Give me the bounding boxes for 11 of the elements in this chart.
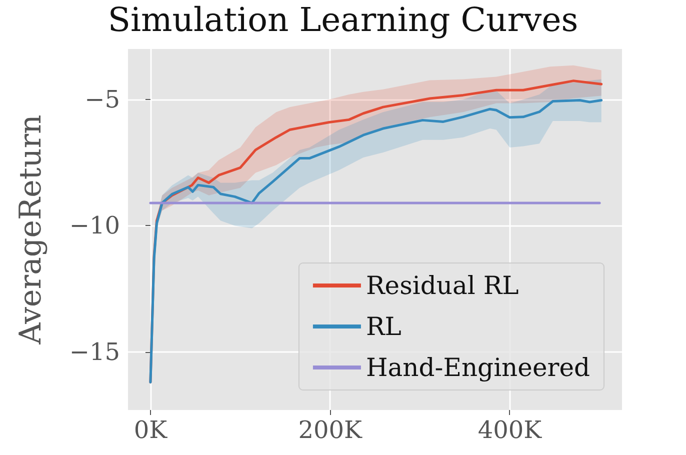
y-tick-label: −10 (69, 212, 120, 240)
x-tick-label: 400K (478, 416, 543, 444)
y-tick-label: −15 (69, 338, 120, 366)
y-tick-label: −5 (84, 85, 120, 114)
x-tick-label: 0K (134, 416, 168, 444)
legend-label: RL (366, 312, 402, 341)
legend-label: Residual RL (366, 271, 519, 300)
y-axis-title: AverageReturn (14, 114, 48, 346)
x-tick-label: 200K (298, 416, 364, 444)
chart-title: Simulation Learning Curves (108, 0, 578, 39)
legend-label: Hand-Engineered (366, 353, 590, 382)
